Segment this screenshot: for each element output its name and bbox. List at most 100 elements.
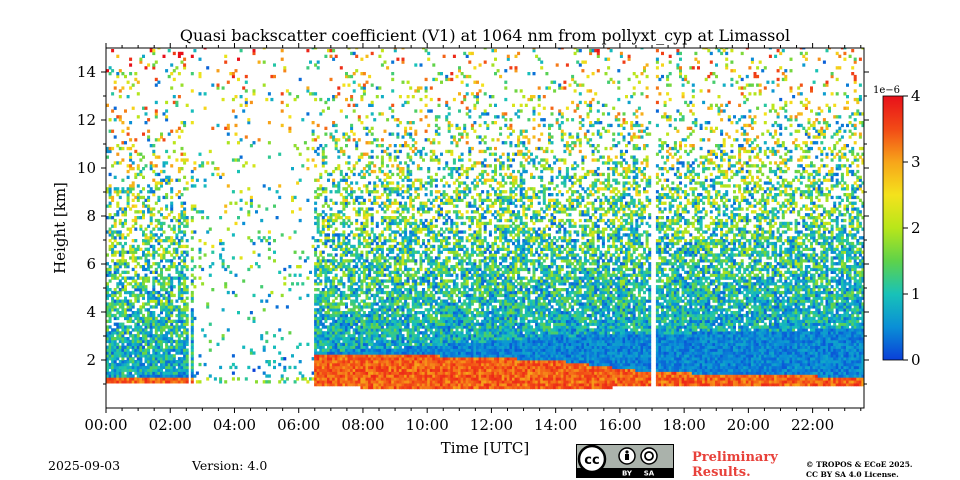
heatmap-cell xyxy=(129,380,132,383)
heatmap-cell xyxy=(322,205,325,208)
heatmap-cell xyxy=(145,366,148,369)
heatmap-cell xyxy=(173,248,176,251)
heatmap-cell xyxy=(363,328,366,331)
heatmap-cell xyxy=(111,277,114,280)
heatmap-cell xyxy=(301,282,304,285)
heatmap-cell xyxy=(391,277,394,280)
heatmap-cell xyxy=(314,222,317,225)
heatmap-cell xyxy=(170,242,173,245)
heatmap-cell xyxy=(281,294,284,297)
heatmap-cell xyxy=(435,274,438,277)
heatmap-cell xyxy=(186,377,189,380)
heatmap-cell xyxy=(330,308,333,311)
heatmap-cell xyxy=(306,343,309,346)
heatmap-cell xyxy=(335,202,338,205)
heatmap-cell xyxy=(358,228,361,231)
heatmap-cell xyxy=(173,294,176,297)
heatmap-cell xyxy=(384,343,387,346)
heatmap-cell xyxy=(322,147,325,150)
heatmap-cell xyxy=(391,323,394,326)
heatmap-cell xyxy=(381,184,384,187)
heatmap-cell xyxy=(114,302,117,305)
heatmap-cell xyxy=(414,251,417,254)
heatmap-cell xyxy=(119,377,122,380)
heatmap-cell xyxy=(384,259,387,262)
heatmap-cell xyxy=(391,271,394,274)
heatmap-cell xyxy=(183,233,186,236)
heatmap-cell xyxy=(399,202,402,205)
heatmap-cell xyxy=(273,334,276,337)
heatmap-cell xyxy=(139,305,142,308)
heatmap-cell xyxy=(173,256,176,259)
heatmap-cell xyxy=(391,173,394,176)
heatmap-cell xyxy=(432,311,435,314)
heatmap-cell xyxy=(363,245,366,248)
heatmap-cell xyxy=(409,288,412,291)
heatmap-cell xyxy=(237,141,240,144)
heatmap-cell xyxy=(199,354,202,357)
heatmap-cell xyxy=(178,317,181,320)
heatmap-cell xyxy=(114,360,117,363)
heatmap-cell xyxy=(232,291,235,294)
heatmap-cell xyxy=(155,181,158,184)
heatmap-cell xyxy=(335,291,338,294)
heatmap-cell xyxy=(317,337,320,340)
heatmap-cell xyxy=(139,225,142,228)
heatmap-cell xyxy=(137,374,140,377)
heatmap-cell xyxy=(250,349,253,352)
heatmap-cell xyxy=(402,372,405,375)
heatmap-cell xyxy=(381,216,384,219)
heatmap-cell xyxy=(371,230,374,233)
heatmap-cell xyxy=(389,357,392,360)
heatmap-cell xyxy=(417,366,420,369)
heatmap-cell xyxy=(342,179,345,182)
heatmap-cell xyxy=(253,369,256,372)
heatmap-cell xyxy=(199,248,202,251)
heatmap-cell xyxy=(440,363,443,366)
heatmap-cell xyxy=(132,366,135,369)
heatmap-cell xyxy=(178,288,181,291)
heatmap-cell xyxy=(363,153,366,156)
heatmap-cell xyxy=(332,363,335,366)
heatmap-cell xyxy=(394,377,397,380)
heatmap-cell xyxy=(330,377,333,380)
heatmap-cell xyxy=(222,242,225,245)
heatmap-cell xyxy=(124,363,127,366)
heatmap-cell xyxy=(432,285,435,288)
heatmap-cell xyxy=(432,377,435,380)
heatmap-cell xyxy=(407,294,410,297)
heatmap-cell xyxy=(425,115,428,118)
heatmap-cell xyxy=(389,187,392,190)
heatmap-cell xyxy=(137,248,140,251)
heatmap-cell xyxy=(358,363,361,366)
heatmap-cell xyxy=(399,187,402,190)
heatmap-cell xyxy=(157,337,160,340)
heatmap-cell xyxy=(427,363,430,366)
heatmap-cell xyxy=(409,314,412,317)
heatmap-cell xyxy=(129,300,132,303)
heatmap-cell xyxy=(183,343,186,346)
heatmap-cell xyxy=(119,274,122,277)
heatmap-cell xyxy=(425,380,428,383)
heatmap-cell xyxy=(425,374,428,377)
heatmap-cell xyxy=(335,372,338,375)
heatmap-cell xyxy=(288,236,291,239)
heatmap-cell xyxy=(391,181,394,184)
heatmap-cell xyxy=(181,300,184,303)
heatmap-cell xyxy=(114,213,117,216)
heatmap-cell xyxy=(358,268,361,271)
heatmap-cell xyxy=(314,302,317,305)
heatmap-cell xyxy=(340,170,343,173)
heatmap-cell xyxy=(121,187,124,190)
heatmap-cell xyxy=(440,360,443,363)
heatmap-cell xyxy=(335,288,338,291)
heatmap-cell xyxy=(342,242,345,245)
heatmap-cell xyxy=(332,49,335,52)
heatmap-cell xyxy=(199,256,202,259)
heatmap-cell xyxy=(170,346,173,349)
heatmap-cell xyxy=(116,317,119,320)
heatmap-cell xyxy=(417,377,420,380)
heatmap-cell xyxy=(348,357,351,360)
heatmap-cell xyxy=(137,173,140,176)
heatmap-cell xyxy=(340,311,343,314)
